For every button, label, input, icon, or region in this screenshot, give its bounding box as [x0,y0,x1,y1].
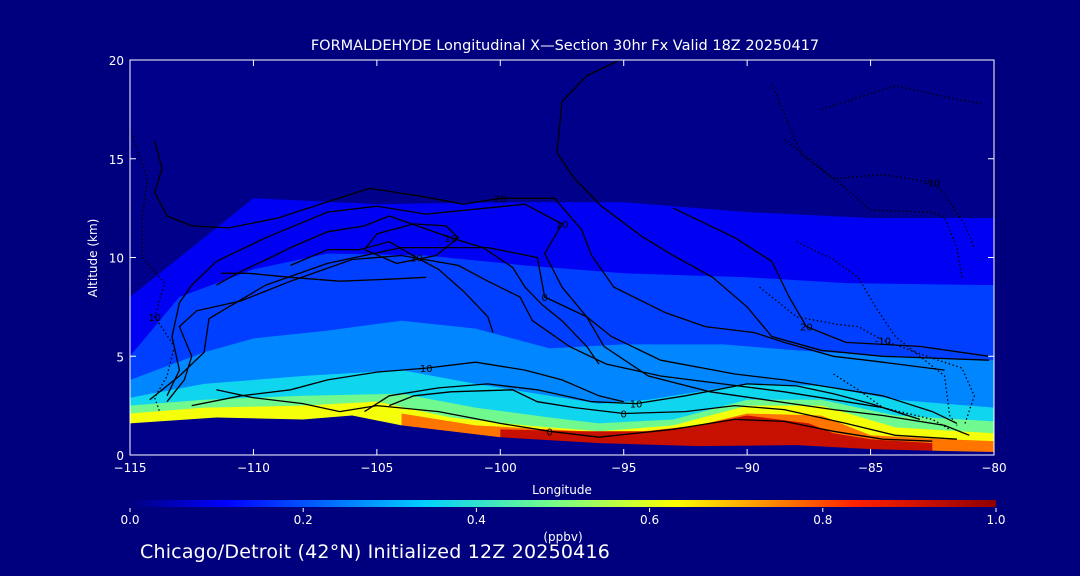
contour-line-label-9: 20 [410,254,423,265]
contour-line-3 [364,383,908,417]
y-tick-label-1: 5 [116,350,124,364]
colorbar-tick-label-1: 0.2 [294,513,313,527]
dotted-contour-label-1: -10 [924,178,940,189]
contour-line-label-8: 10 [445,234,458,245]
colorbar-tick-label-0: 0.0 [120,513,139,527]
x-tick-label-4: −95 [611,461,636,475]
dotted-contour-label-3: -10 [875,336,891,347]
colorbar-label: (ppbv) [543,530,582,544]
x-axis-label: Longitude [532,483,592,497]
contour-line-label-13: 0 [621,410,627,421]
x-tick-label-5: −90 [734,461,759,475]
terrain-mask [130,415,994,455]
contour-line-label-5: 10 [420,364,433,375]
dotted-contour-label-0: 10 [148,313,161,324]
contour-line-6 [153,140,945,371]
colorbar: 0.0 0.2 0.4 0.6 0.8 1.0 (ppbv) [120,500,1006,544]
x-tick-label-2: −105 [360,461,393,475]
contour-line-0 [149,246,970,436]
y-tick-label-0: 0 [116,449,124,463]
contour-line-1 [216,389,933,442]
contour-line-11 [363,223,460,265]
contour-line-label-2: 10 [556,220,569,231]
y-axis: 0 5 10 15 20 [109,54,994,463]
contour-line-label-6: 20 [494,194,507,205]
x-tick-label-7: −80 [981,461,1006,475]
y-tick-label-2: 10 [109,252,124,266]
dotted-contour-6 [821,85,982,111]
dotted-contour-4 [796,241,958,426]
x-tick-label-1: −110 [237,461,270,475]
contour-line-9 [290,241,494,333]
contour-line-label-1: 0 [546,427,552,438]
colorbar-gradient [130,500,996,507]
dotted-contour-0 [130,128,176,412]
x-tick-label-6: −85 [858,461,883,475]
colorbar-ticks: 0.0 0.2 0.4 0.6 0.8 1.0 [120,508,1006,527]
chart-title: FORMALDEHYDE Longitudinal X—Section 30hr… [311,38,819,54]
contour-line-label-3: 10 [630,400,643,411]
contour-overlay [130,60,990,442]
colorbar-tick-label-5: 1.0 [986,513,1005,527]
colorbar-tick-label-2: 0.4 [467,513,486,527]
x-tick-label-3: −100 [484,461,517,475]
contour-line-12 [556,60,990,361]
contour-line-2 [166,203,958,424]
run-info-footer: Chicago/Detroit (42°N) Initialized 12Z 2… [140,541,611,563]
contour-line-8 [216,215,600,365]
y-tick-label-3: 15 [109,153,124,167]
y-axis-label: Altitude (km) [86,219,100,298]
contour-line-5 [191,361,624,407]
contour-line-10 [221,272,427,282]
contour-line-label-7: 20 [800,323,813,334]
x-tick-label-0: −115 [114,461,147,475]
contour-line-4 [166,254,921,421]
x-axis: −115 −110 −105 −100 −95 −90 −85 −80 [114,60,1007,475]
contour-line-label-0: 0 [542,293,548,304]
colorbar-tick-label-3: 0.6 [640,513,659,527]
y-tick-label-4: 20 [109,54,124,68]
colorbar-tick-label-4: 0.8 [813,513,832,527]
concentration-field [130,198,994,455]
dotted-contour-5 [833,373,950,430]
contour-line-13 [388,389,958,440]
